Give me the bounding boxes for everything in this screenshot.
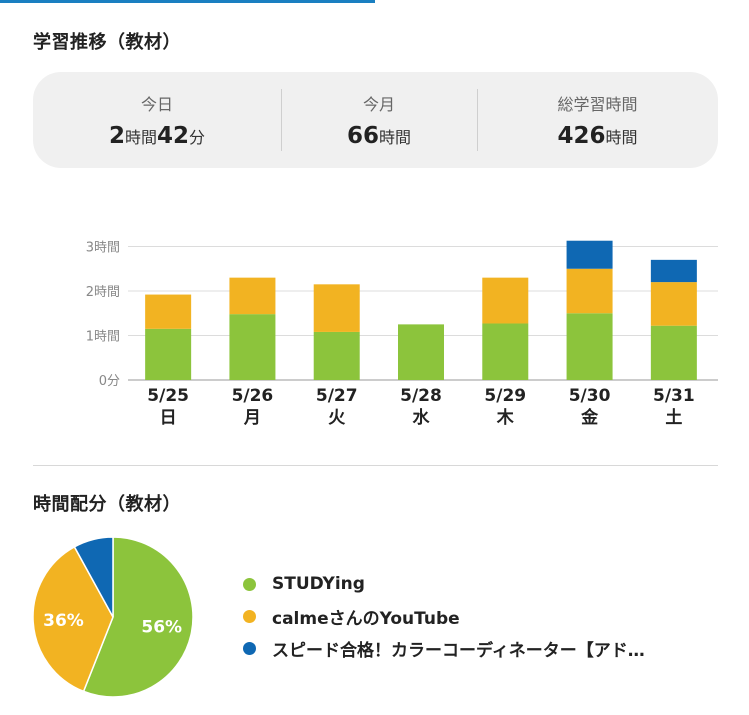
bar-segment[interactable] [650, 325, 697, 380]
y-tick-label: 1時間 [86, 330, 120, 345]
legend-dot-green [243, 577, 256, 591]
stat-this-month: 今月 66時間 [281, 72, 477, 168]
x-tick-date: 5/31 [653, 386, 695, 406]
legend-label: STUDYing [272, 574, 365, 594]
bar-segment[interactable] [229, 314, 276, 380]
bar-segment[interactable] [145, 328, 192, 380]
pie-slice[interactable] [32, 545, 114, 693]
bar-segment[interactable] [566, 240, 613, 269]
stat-today-label: 今日 [140, 95, 173, 114]
allocation-pie-chart: 56% 36% [32, 536, 194, 698]
x-tick-weekday: 火 [328, 408, 346, 428]
bar-segment[interactable] [145, 294, 192, 329]
bar-segment[interactable] [398, 324, 444, 380]
y-tick-label: 2時間 [86, 285, 120, 300]
bar-segment[interactable] [566, 268, 613, 314]
bar-segment[interactable] [482, 323, 529, 380]
x-tick-weekday: 水 [413, 407, 431, 428]
bar-segment[interactable] [313, 331, 360, 380]
stats-summary-card: 今日 2時間42分 今月 66時間 総学習時間 426時間 [33, 72, 718, 168]
stat-today: 今日 2時間42分 [33, 72, 281, 168]
x-tick-date: 5/27 [316, 386, 358, 406]
section-divider [33, 465, 718, 466]
x-tick-weekday: 木 [496, 407, 515, 428]
trend-section-title: 学習推移（教材） [33, 32, 181, 53]
x-tick-weekday: 日 [160, 408, 177, 428]
x-tick-weekday: 月 [243, 408, 261, 428]
bar-segment[interactable] [313, 284, 360, 332]
stat-today-minutes-unit: 分 [189, 128, 206, 147]
tab-indicator [0, 0, 375, 3]
legend-item[interactable]: STUDYing [243, 568, 723, 600]
stat-total-hours-unit: 時間 [605, 128, 638, 147]
stat-today-hours: 2 [108, 123, 125, 149]
x-tick-weekday: 金 [580, 407, 599, 428]
stat-month-label: 今月 [362, 95, 395, 114]
y-tick-label: 0分 [99, 374, 120, 389]
y-tick-label: 3時間 [86, 241, 120, 256]
x-tick-date: 5/28 [400, 386, 442, 406]
legend-dot-orange [243, 609, 256, 623]
x-tick-weekday: 土 [665, 407, 682, 428]
stat-month-hours-unit: 時間 [379, 128, 412, 147]
pie-legend: STUDYing calmeさんのYouTube スピード合格！カラーコーディネ… [243, 568, 723, 664]
bar-segment[interactable] [482, 277, 529, 324]
pie-slice-label: 56% [141, 617, 182, 637]
x-tick-date: 5/30 [569, 386, 611, 406]
stat-today-value: 2時間42分 [33, 123, 281, 149]
x-tick-date: 5/26 [232, 386, 274, 406]
daily-study-bar-chart: 0分 1時間 2時間 3時間 5/25日 5/26月 5/27火 5/28水 5/29木 5/30… [86, 240, 718, 428]
stat-total-label: 総学習時間 [557, 95, 638, 114]
stat-month-value: 66時間 [281, 123, 477, 149]
x-tick-date: 5/29 [484, 386, 526, 406]
legend-label: スピード合格！カラーコーディネーター【アド… [272, 640, 645, 661]
stat-today-minutes: 42 [157, 123, 190, 149]
bar-segment[interactable] [229, 277, 276, 315]
bar-segment[interactable] [650, 259, 697, 283]
legend-dot-blue [243, 641, 256, 655]
stat-total: 総学習時間 426時間 [477, 72, 718, 168]
legend-item[interactable]: スピード合格！カラーコーディネーター【アド… [243, 632, 723, 664]
stat-today-hours-unit: 時間 [124, 128, 157, 147]
x-tick-date: 5/25 [147, 386, 189, 406]
pie-slice-label: 36% [43, 611, 84, 631]
stat-total-hours: 426 [557, 123, 606, 149]
pie-slice[interactable] [73, 536, 114, 618]
allocation-section-title: 時間配分（教材） [33, 494, 181, 515]
stat-total-value: 426時間 [477, 123, 718, 149]
stat-month-hours: 66 [346, 123, 379, 149]
pie-slice[interactable] [82, 536, 194, 698]
bar-segment[interactable] [650, 282, 697, 326]
legend-label: calmeさんのYouTube [272, 608, 460, 629]
legend-item[interactable]: calmeさんのYouTube [243, 600, 723, 632]
bar-segment[interactable] [566, 313, 613, 380]
